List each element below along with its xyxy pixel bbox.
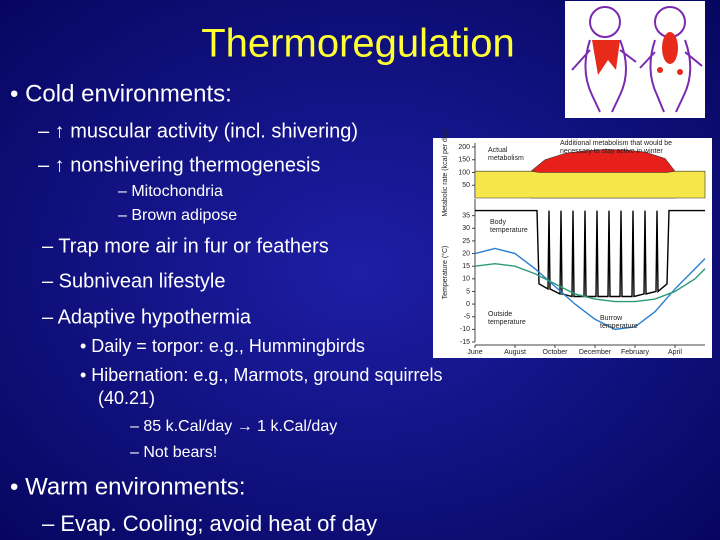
series-label: temperature [490, 227, 528, 234]
baby-illustration [565, 1, 705, 118]
bullet-text: – ↑ nonshivering thermogenesis [38, 154, 320, 176]
line [474, 262, 706, 303]
y-axis-label: Temperature (°C) [441, 246, 449, 300]
bullet-text: • Daily = torpor: e.g., Hummingbirds [80, 336, 365, 356]
bullet-text: – Trap more air in fur or feathers [42, 235, 329, 257]
y-tick-label: 35 [462, 212, 470, 219]
bullet-text: – 85 k.Cal/day → 1 k.Cal/day [130, 418, 337, 435]
x-tick-label: February [621, 349, 650, 356]
y-tick-label: 50 [462, 182, 470, 189]
x-tick-label: December [579, 349, 612, 356]
x-tick-label: August [504, 349, 526, 356]
series-label: Burrow [600, 315, 623, 322]
bullet-text: • Hibernation: e.g., Marmots, ground squ… [80, 365, 442, 385]
series-label: Outside [488, 311, 512, 318]
bullet-text: – Brown adipose [118, 207, 237, 224]
y-tick-label: 10 [462, 276, 470, 283]
y-tick-label: 20 [462, 250, 470, 257]
bullet-text: – Evap. Cooling; avoid heat of day [42, 511, 377, 536]
series-label: necessary to stay active in winter [560, 148, 663, 155]
bullet-text: – Subnivean lifestyle [42, 270, 225, 292]
series-label: temperature [600, 323, 638, 330]
bullet-text: – Mitochondria [118, 183, 223, 200]
series-label: temperature [488, 319, 526, 326]
x-tick-label: October [543, 349, 569, 356]
bullet-text: • Warm environments: [10, 473, 246, 500]
bullet-text: – Not bears! [130, 444, 217, 461]
series-label: metabolism [488, 155, 524, 162]
series-label: Body [490, 219, 506, 226]
bullet-text: – Adaptive hypothermia [42, 306, 252, 328]
area [474, 170, 706, 199]
x-tick-label: June [467, 349, 482, 356]
y-axis-label: Metabolic rate (kcal per day) [442, 128, 449, 216]
bullet-text: (40.21) [98, 388, 155, 408]
y-tick-label: -10 [460, 326, 470, 333]
y-tick-label: -5 [464, 314, 470, 321]
y-tick-label: 100 [458, 169, 470, 176]
y-tick-label: 150 [458, 157, 470, 164]
y-tick-label: 0 [466, 301, 470, 308]
bullet-text: • Cold environments: [10, 80, 232, 107]
title: Thermoregulation [201, 22, 515, 66]
y-tick-label: -15 [460, 339, 470, 346]
bullet-text: – ↑ muscular activity (incl. shivering) [38, 120, 358, 142]
y-tick-label: 5 [466, 288, 470, 295]
line [474, 247, 706, 331]
series-label: Additional metabolism that would be [560, 140, 672, 147]
y-tick-label: 30 [462, 225, 470, 232]
y-tick-label: 15 [462, 263, 470, 270]
y-tick-label: 200 [458, 144, 470, 151]
y-tick-label: 25 [462, 238, 470, 245]
series-label: Actual [488, 147, 508, 154]
line [475, 209, 705, 298]
x-tick-label: April [668, 349, 682, 356]
